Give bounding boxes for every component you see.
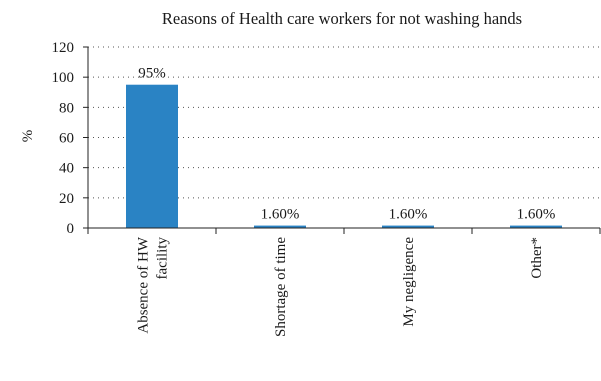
- x-category-label: Shortage of time: [273, 237, 289, 337]
- x-category-label: Absence of HW: [136, 236, 152, 333]
- bar: [254, 225, 306, 228]
- y-tick-label: 60: [59, 131, 74, 147]
- data-label: 95%: [138, 66, 166, 82]
- y-tick-label: 120: [52, 40, 75, 56]
- x-category-label: My negligence: [401, 237, 417, 327]
- y-tick-label: 20: [59, 191, 74, 207]
- data-label: 1.60%: [261, 207, 300, 223]
- chart-title: Reasons of Health care workers for not w…: [162, 9, 522, 28]
- x-category-label: facility: [155, 237, 171, 280]
- bar: [510, 225, 562, 228]
- bar: [382, 225, 434, 228]
- y-tick-label: 80: [59, 100, 74, 116]
- data-label: 1.60%: [389, 207, 428, 223]
- y-axis-label: %: [20, 130, 36, 143]
- y-tick-label: 0: [67, 221, 75, 237]
- y-tick-label: 40: [59, 161, 74, 177]
- bar: [126, 84, 178, 228]
- x-category-label: Other*: [529, 237, 545, 279]
- data-label: 1.60%: [517, 207, 556, 223]
- y-tick-label: 100: [52, 70, 75, 86]
